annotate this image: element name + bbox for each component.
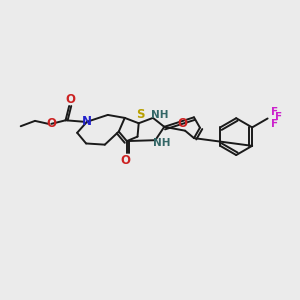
Text: N: N	[81, 115, 92, 128]
Text: O: O	[120, 154, 130, 167]
Text: O: O	[46, 117, 56, 130]
Text: S: S	[136, 108, 144, 122]
Text: NH: NH	[151, 110, 168, 120]
Text: F: F	[275, 112, 282, 122]
Text: O: O	[178, 117, 188, 130]
Text: NH: NH	[153, 138, 171, 148]
Text: O: O	[65, 93, 75, 106]
Text: F: F	[271, 119, 278, 129]
Text: F: F	[271, 107, 278, 117]
